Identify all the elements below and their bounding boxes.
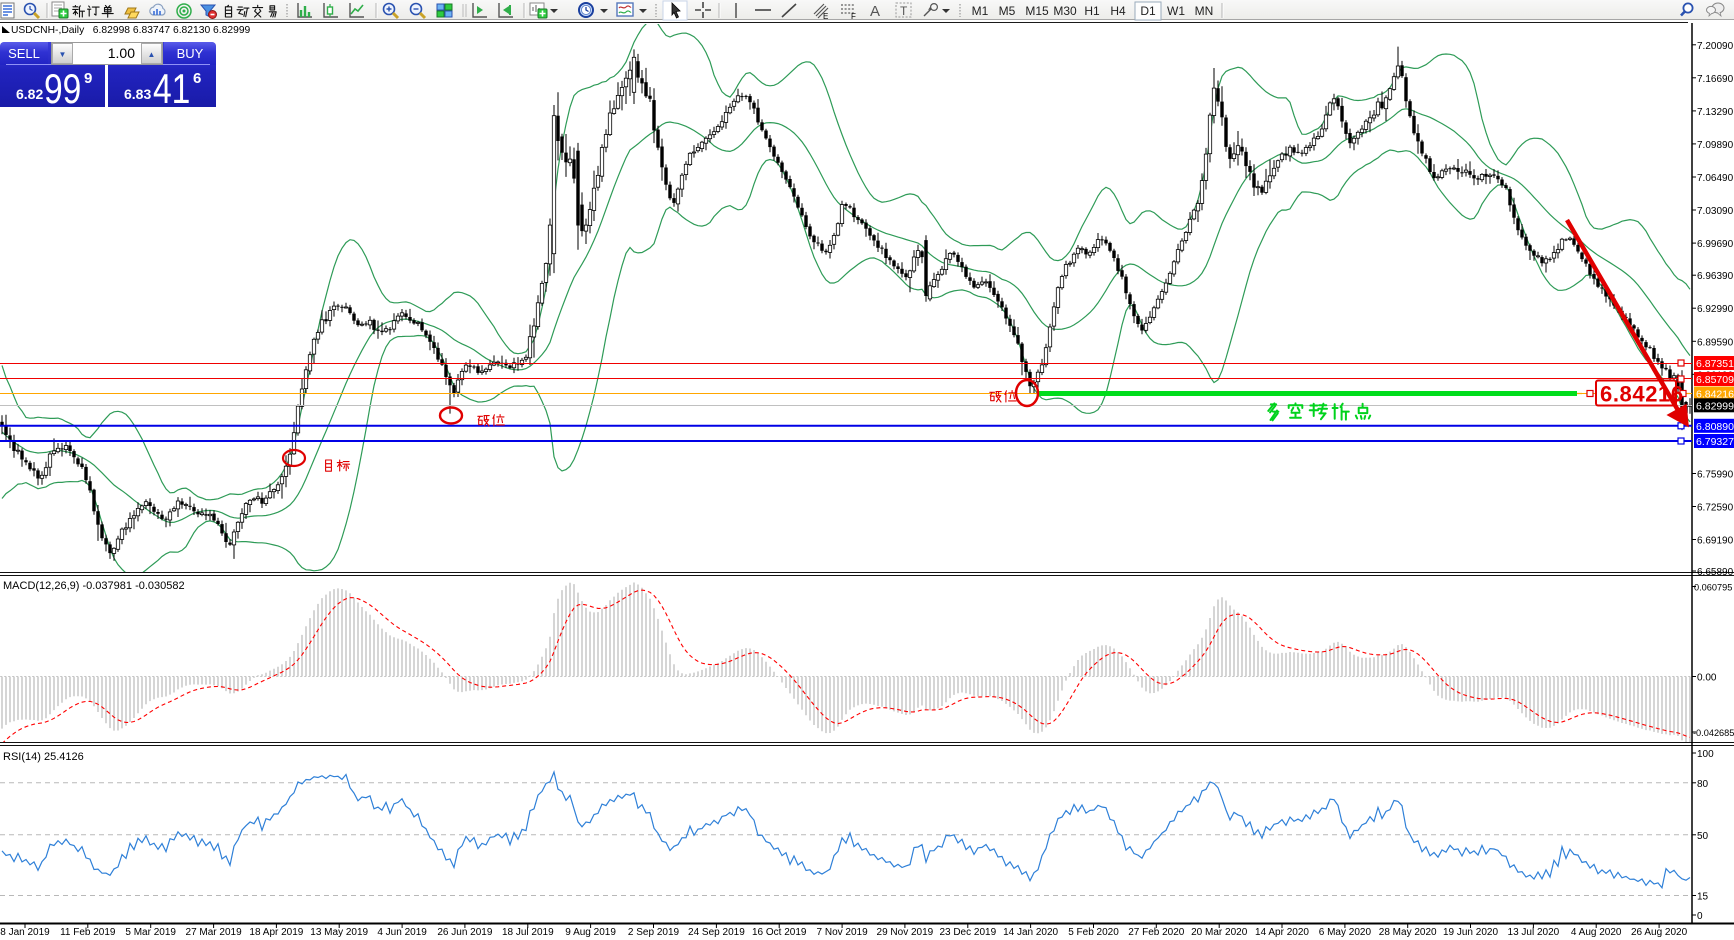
svg-text:0: 0 — [1697, 911, 1703, 922]
svg-text:16 Oct 2019: 16 Oct 2019 — [752, 927, 807, 938]
svg-text:7.20090: 7.20090 — [1697, 41, 1734, 52]
svg-text:13 May 2019: 13 May 2019 — [310, 927, 368, 938]
svg-text:9 Aug 2019: 9 Aug 2019 — [565, 927, 616, 938]
svg-text:6.79327: 6.79327 — [1696, 436, 1734, 448]
svg-text:28 May 2020: 28 May 2020 — [1379, 927, 1437, 938]
svg-text:6.72590: 6.72590 — [1697, 503, 1734, 514]
svg-text:24 Sep 2019: 24 Sep 2019 — [688, 927, 745, 938]
svg-text:26 Aug 2020: 26 Aug 2020 — [1631, 927, 1688, 938]
svg-text:USDCNH-,Daily 6.82998 6.8374: USDCNH-,Daily 6.82998 6.83747 6.82130 6.… — [11, 25, 251, 36]
svg-text:M5: M5 — [999, 4, 1016, 18]
svg-text:6.84216: 6.84216 — [1696, 389, 1734, 401]
svg-text:6.75990: 6.75990 — [1697, 470, 1734, 481]
svg-text:7.03090: 7.03090 — [1697, 206, 1734, 217]
svg-text:27 Feb 2020: 27 Feb 2020 — [1128, 927, 1185, 938]
svg-text:50: 50 — [1697, 831, 1709, 842]
svg-text:6.96390: 6.96390 — [1697, 271, 1734, 282]
svg-text:0.00: 0.00 — [1697, 673, 1717, 684]
svg-text:27 Mar 2019: 27 Mar 2019 — [186, 927, 243, 938]
svg-text:H1: H1 — [1084, 4, 1100, 18]
svg-text:11 Feb 2019: 11 Feb 2019 — [60, 927, 116, 938]
svg-text:18 Apr 2019: 18 Apr 2019 — [249, 927, 303, 938]
svg-text:15: 15 — [1697, 892, 1709, 903]
svg-text:7.16690: 7.16690 — [1697, 74, 1734, 85]
svg-text:6 May 2020: 6 May 2020 — [1319, 927, 1372, 938]
svg-text:6.87351: 6.87351 — [1696, 358, 1734, 370]
svg-text:5 Feb 2020: 5 Feb 2020 — [1068, 927, 1119, 938]
svg-text:14 Jan 2020: 14 Jan 2020 — [1003, 927, 1058, 938]
svg-text:M15: M15 — [1025, 4, 1049, 18]
svg-text:F: F — [851, 12, 856, 21]
svg-text:7.09890: 7.09890 — [1697, 140, 1734, 151]
svg-text:H4: H4 — [1110, 4, 1126, 18]
svg-text:8 Jan 2019: 8 Jan 2019 — [0, 927, 50, 938]
svg-text:23 Dec 2019: 23 Dec 2019 — [939, 927, 996, 938]
svg-text:4 Aug 2020: 4 Aug 2020 — [1571, 927, 1622, 938]
svg-text:5 Mar 2019: 5 Mar 2019 — [125, 927, 176, 938]
svg-text:14 Apr 2020: 14 Apr 2020 — [1255, 927, 1309, 938]
svg-text:13 Jul 2020: 13 Jul 2020 — [1508, 927, 1560, 938]
svg-text:RSI(14) 25.4126: RSI(14) 25.4126 — [3, 751, 84, 763]
svg-text:7.06490: 7.06490 — [1697, 173, 1734, 184]
svg-text:19 Jun 2020: 19 Jun 2020 — [1443, 927, 1498, 938]
svg-text:W1: W1 — [1167, 4, 1185, 18]
svg-text:6.92990: 6.92990 — [1697, 304, 1734, 315]
svg-text:MACD(12,26,9) -0.037981 -0.030: MACD(12,26,9) -0.037981 -0.030582 — [3, 580, 185, 592]
svg-text:20 Mar 2020: 20 Mar 2020 — [1191, 927, 1248, 938]
svg-text:6.85709: 6.85709 — [1696, 374, 1734, 386]
svg-text:M1: M1 — [972, 4, 989, 18]
svg-text:6.80890: 6.80890 — [1696, 421, 1734, 433]
svg-text:6.89590: 6.89590 — [1697, 337, 1734, 348]
svg-text:MN: MN — [1195, 4, 1214, 18]
svg-text:7 Nov 2019: 7 Nov 2019 — [817, 927, 869, 938]
svg-text:E: E — [823, 12, 828, 21]
svg-text:6.65890: 6.65890 — [1697, 567, 1734, 578]
svg-text:-0.042685: -0.042685 — [1693, 728, 1734, 738]
svg-text:29 Nov 2019: 29 Nov 2019 — [877, 927, 934, 938]
svg-text:M30: M30 — [1053, 4, 1077, 18]
svg-text:D1: D1 — [1140, 4, 1156, 18]
svg-text:0.060795: 0.060795 — [1694, 583, 1732, 593]
svg-text:T: T — [900, 4, 908, 18]
svg-text:2 Sep 2019: 2 Sep 2019 — [628, 927, 680, 938]
svg-text:80: 80 — [1697, 779, 1709, 790]
svg-text:18 Jul 2019: 18 Jul 2019 — [502, 927, 554, 938]
svg-text:6.82999: 6.82999 — [1696, 400, 1734, 412]
svg-text:6.69190: 6.69190 — [1697, 536, 1734, 547]
svg-text:6.99690: 6.99690 — [1697, 239, 1734, 250]
svg-text:7.13290: 7.13290 — [1697, 107, 1734, 118]
svg-text:4 Jun 2019: 4 Jun 2019 — [377, 927, 427, 938]
svg-text:100: 100 — [1697, 749, 1714, 760]
svg-text:A: A — [870, 3, 880, 20]
svg-text:26 Jun 2019: 26 Jun 2019 — [437, 927, 492, 938]
